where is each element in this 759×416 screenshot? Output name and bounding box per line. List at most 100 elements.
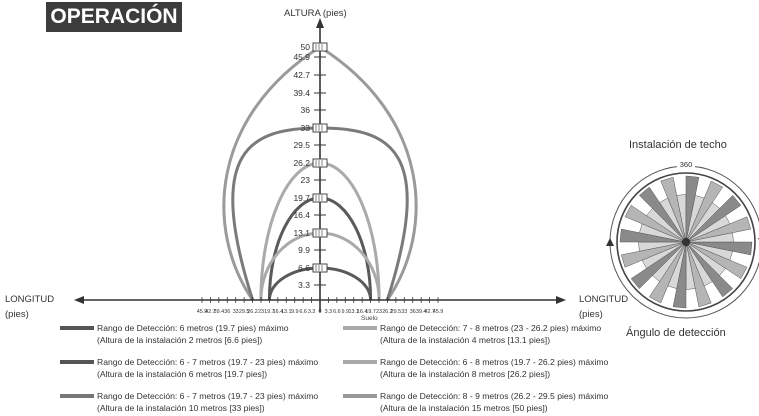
- length-tick-label: 26.2: [382, 309, 393, 315]
- height-tick-label: 39.4: [293, 88, 310, 98]
- sensor-icon: [312, 158, 328, 168]
- height-tick-label: 19.7: [293, 193, 310, 203]
- legend-line: Rango de Detección: 6 - 8 metros (19.7 -…: [380, 357, 609, 367]
- degrees-label-bg: [677, 160, 695, 169]
- length-tick-label: 3.3: [308, 309, 316, 315]
- length-tick-label: 6.6: [299, 309, 307, 315]
- length-tick-label: 36: [410, 309, 416, 315]
- height-tick-label: 9.9: [298, 245, 310, 255]
- legend-text: Rango de Detección: 8 - 9 metros (26.2 -…: [380, 390, 608, 414]
- length-tick-label: 6.6: [333, 309, 341, 315]
- length-tick-label: 19.7: [264, 309, 275, 315]
- length-tick-label: 45.9: [197, 309, 208, 315]
- length-tick-label: 23: [258, 309, 264, 315]
- length-tick-label: 42.7: [205, 309, 216, 315]
- legend-text: Rango de Detección: 6 metros (19.7 pies)…: [97, 322, 289, 346]
- legend-line: Rango de Detección: 7 - 8 metros (23 - 2…: [380, 323, 602, 333]
- legend-swatch: [343, 360, 377, 364]
- height-tick-label: 6.6: [298, 263, 310, 273]
- ceiling-caption: Ángulo de detección: [626, 327, 726, 339]
- sensor-icon: [312, 193, 328, 203]
- length-tick-label: 33: [233, 309, 239, 315]
- length-tick-label: 13.1: [348, 309, 359, 315]
- height-tick-label: 50: [301, 42, 311, 52]
- legend-line: Rango de Detección: 6 - 7 metros (19.7 -…: [97, 357, 319, 367]
- ceiling-coverage-circle: 360: [606, 160, 759, 319]
- up-arrowhead: [316, 18, 324, 28]
- rotation-arrow-left: [606, 238, 614, 246]
- length-tick-label: 45.9: [433, 309, 444, 315]
- legend-line: (Altura de la instalación 15 metros [50 …: [380, 403, 548, 413]
- legend-swatch: [343, 394, 377, 398]
- length-tick-label: 33: [401, 309, 407, 315]
- length-ticks: 45.942.739.4 36 33 29.526.2 23 19.716.413.1 9.…: [197, 297, 444, 315]
- legend-item: Rango de Detección: 7 - 8 metros (23 - 2…: [343, 322, 633, 348]
- length-tick-label: 16.4: [273, 309, 284, 315]
- page-title: OPERACIÓN: [50, 5, 178, 28]
- legend-text: Rango de Detección: 6 - 8 metros (19.7 -…: [380, 356, 608, 380]
- length-tick-label: 3.3: [325, 309, 333, 315]
- length-tick-label: 39.4: [214, 309, 225, 315]
- legend-line: (Altura de la instalación 4 metros [13.1…: [380, 335, 551, 345]
- legend-item: Rango de Detección: 6 metros (19.7 pies)…: [60, 322, 350, 348]
- length-tick-label: 19.7: [365, 309, 376, 315]
- length-tick-label: 29.5: [239, 309, 250, 315]
- legend-line: (Altura de la instalación 8 metros [26.2…: [380, 369, 551, 379]
- legend-item: Rango de Detección: 6 - 8 metros (19.7 -…: [343, 356, 633, 382]
- length-tick-label: 9.9: [342, 309, 350, 315]
- sensor-marks: [312, 42, 328, 273]
- sensor-icon: [312, 228, 328, 238]
- length-tick-label: 16.4: [357, 309, 368, 315]
- height-tick-label: 23: [301, 175, 311, 185]
- legend-swatch: [60, 360, 94, 364]
- horizontal-axis-unit-left: (pies): [5, 309, 29, 320]
- left-arrowhead: [74, 296, 84, 304]
- vertical-axis-label: ALTURA (pies): [284, 8, 347, 19]
- length-tick-label: 0: [319, 309, 322, 315]
- length-tick-label: 23: [376, 309, 382, 315]
- legend-line: (Altura de la instalación 2 metros [6.6 …: [97, 335, 263, 345]
- height-tick-label: 36: [301, 105, 311, 115]
- legend-item: Rango de Detección: 8 - 9 metros (26.2 -…: [343, 390, 633, 416]
- legend-swatch: [60, 394, 94, 398]
- title-banner: OPERACIÓN: [46, 2, 182, 32]
- height-tick-label: 16.4: [293, 210, 310, 220]
- sensor-icon: [312, 42, 328, 52]
- legend-line: Rango de Detección: 6 metros (19.7 pies)…: [97, 323, 289, 333]
- height-tick-label: 3.3: [298, 280, 310, 290]
- height-tick-label: 29.5: [293, 140, 310, 150]
- ceiling-title: Instalación de techo: [629, 139, 727, 151]
- sensor-icon: [312, 263, 328, 273]
- length-tick-label: 36: [224, 309, 230, 315]
- horizontal-axis-label-right: LONGITUD: [579, 294, 629, 305]
- horizontal-axis-label-left: LONGITUD: [5, 294, 55, 305]
- ceiling-center-dot: [682, 238, 690, 246]
- legend-line: (Altura de la instalación 6 metros [19.7…: [97, 369, 268, 379]
- legend-line: (Altura de la instalación 10 metros [33 …: [97, 403, 265, 413]
- legend-item: Rango de Detección: 6 - 7 metros (19.7 -…: [60, 390, 350, 416]
- horizontal-axis-unit-right: (pies): [579, 309, 603, 320]
- height-tick-label: 42.7: [293, 70, 310, 80]
- length-tick-label: 39.4: [416, 309, 427, 315]
- legend-swatch: [343, 326, 377, 330]
- length-tick-label: 13.1: [281, 309, 292, 315]
- degrees-label: 360: [680, 160, 693, 169]
- ground-label: Suelo: [361, 315, 378, 322]
- height-tick-label: 33: [301, 123, 311, 133]
- length-tick-label: 9.9: [291, 309, 299, 315]
- height-tick-label: 13.1: [293, 228, 310, 238]
- legend-text: Rango de Detección: 6 - 7 metros (19.7 -…: [97, 356, 318, 380]
- legend-line: Rango de Detección: 8 - 9 metros (26.2 -…: [380, 391, 609, 401]
- sensor-icon: [312, 123, 328, 133]
- length-tick-label: 29.5: [391, 309, 402, 315]
- length-tick-label: 26.2: [247, 309, 258, 315]
- legend-line: Rango de Detección: 6 - 7 metros (19.7 -…: [97, 391, 319, 401]
- detection-wedge: [685, 232, 734, 243]
- legend-swatch: [60, 326, 94, 330]
- legend-text: Rango de Detección: 6 - 7 metros (19.7 -…: [97, 390, 318, 414]
- legend-text: Rango de Detección: 7 - 8 metros (23 - 2…: [380, 322, 601, 346]
- length-tick-label: 42.7: [424, 309, 435, 315]
- legend-item: Rango de Detección: 6 - 7 metros (19.7 -…: [60, 356, 350, 382]
- height-tick-label: 45.9: [293, 52, 310, 62]
